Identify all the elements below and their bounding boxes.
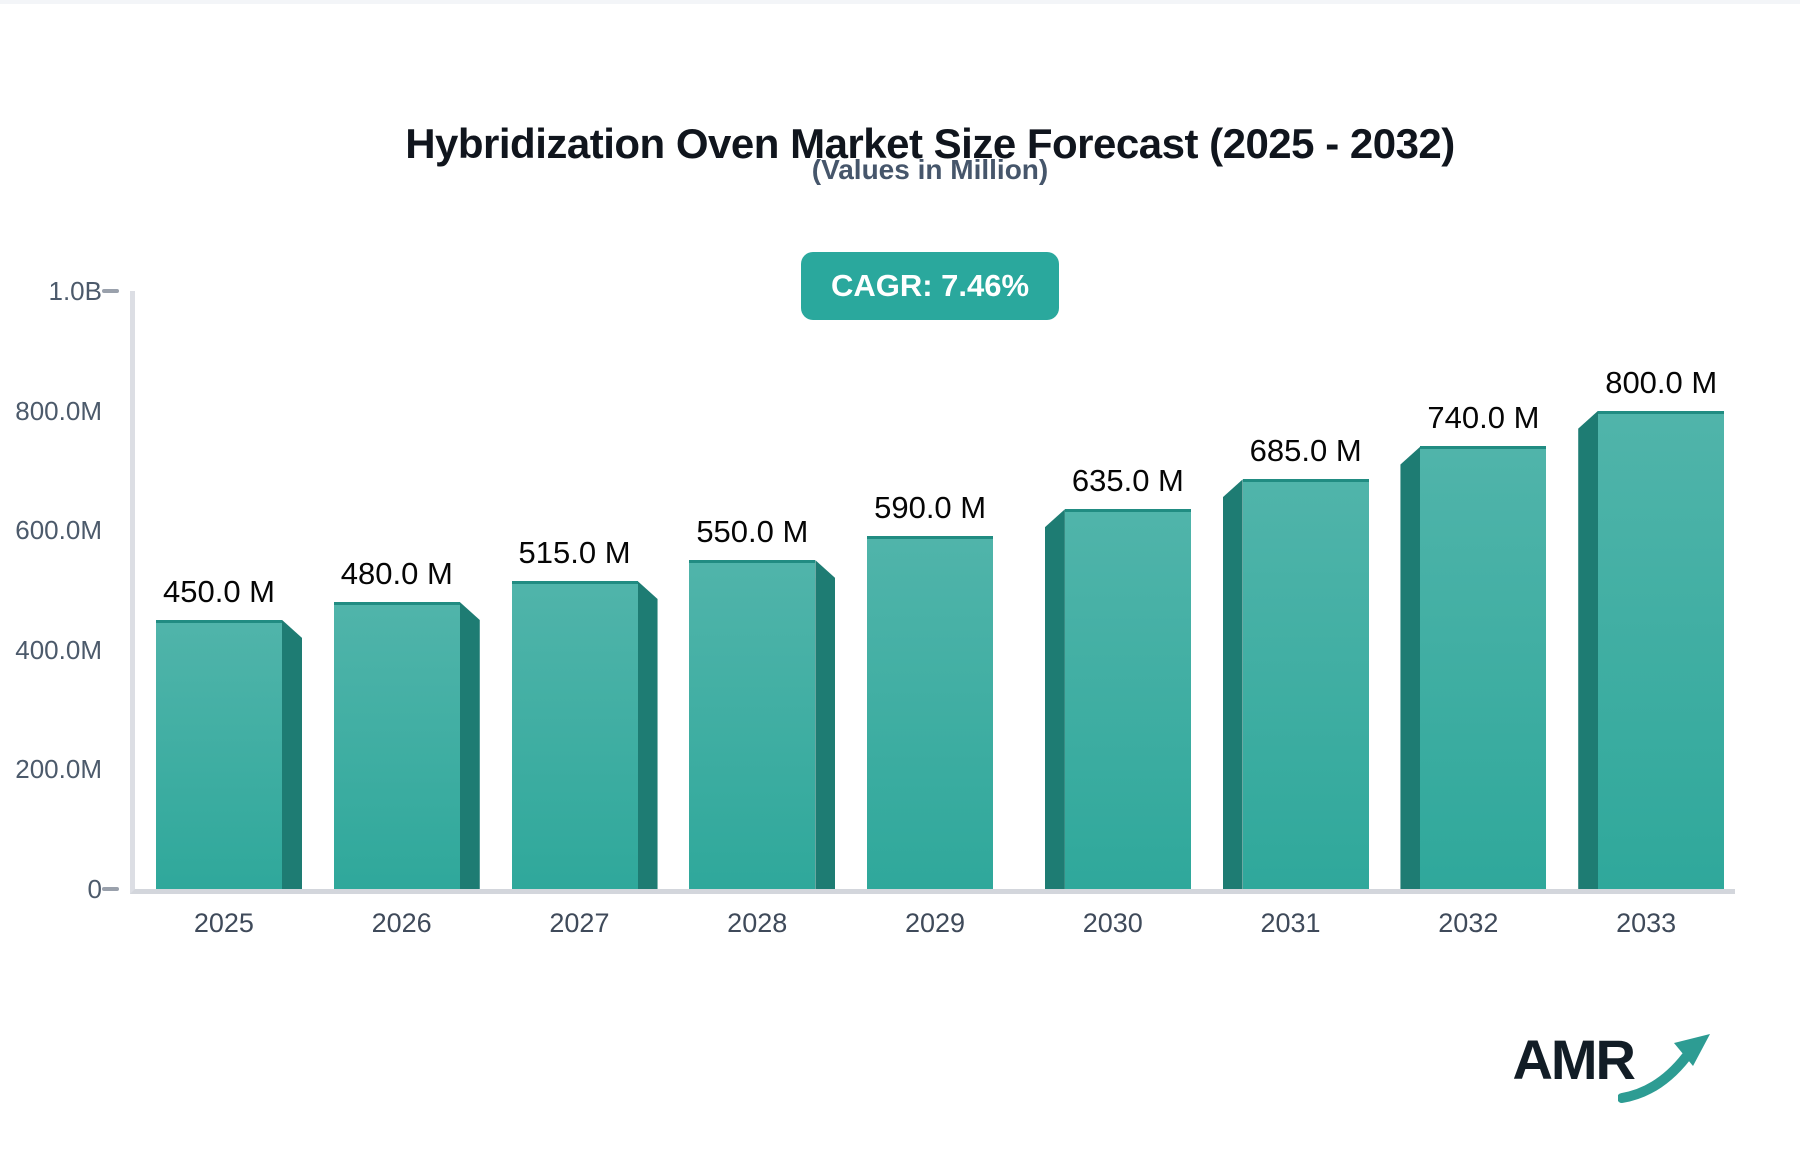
bar-group: 590.0 M 2029: [846, 291, 1024, 938]
bar-3d-side: [282, 619, 302, 889]
bar-group: 685.0 M 2031: [1202, 291, 1380, 938]
y-tick-label: 600.0M: [15, 515, 102, 546]
x-tick-label: 2027: [549, 908, 610, 938]
x-tick-label: 2025: [193, 908, 254, 938]
bar: [511, 581, 638, 889]
bar-chart: 1.0B 800.0M 600.0M 400.0M 200.0M 0 450.0 M 202…: [0, 276, 1800, 971]
chart-title: Hybridization Oven Market Size Forecast …: [405, 120, 1455, 168]
bar-value-label: 550.0 M: [696, 514, 809, 550]
bar: [1420, 446, 1547, 889]
cagr-badge-row: CAGR: 7.46%: [130, 252, 1730, 320]
bar-group: 800.0 M 2033: [1557, 291, 1735, 938]
bar: [1242, 479, 1369, 889]
bar-value-label: 480.0 M: [340, 555, 453, 591]
growth-arrow-icon: [1618, 1034, 1710, 1103]
y-tick-label: 400.0M: [15, 634, 102, 665]
bar: [867, 536, 994, 889]
bar-3d-side: [1400, 446, 1421, 889]
bar: [1598, 410, 1725, 889]
bar-group: 480.0 M 2026: [313, 291, 491, 938]
bar: [156, 619, 282, 889]
x-tick-label: 2028: [727, 908, 788, 938]
chart-subtitle: (Values in Million): [811, 154, 1049, 185]
cagr-badge: CAGR: 7.46%: [800, 252, 1060, 320]
bar-3d-side: [1044, 509, 1065, 889]
bar-3d-side: [459, 601, 480, 889]
bar-group: 550.0 M 2028: [668, 291, 846, 938]
y-tick-label: 200.0M: [15, 754, 102, 785]
bar-group: 635.0 M 2030: [1024, 291, 1202, 938]
bar: [333, 601, 460, 889]
x-tick-label: 2031: [1260, 908, 1321, 938]
bar-value-label: 515.0 M: [518, 535, 631, 571]
bar-group: 515.0 M 2027: [491, 291, 669, 938]
x-tick-label: 2033: [1616, 908, 1677, 938]
x-tick-label: 2029: [904, 908, 966, 938]
bar-value-label: 740.0 M: [1427, 400, 1540, 436]
bar: [1064, 509, 1191, 889]
y-tick-dash: [102, 887, 119, 891]
amr-logo: AMR: [1512, 1030, 1714, 1108]
y-tick-dash: [102, 289, 119, 293]
x-tick-label: 2032: [1438, 908, 1499, 938]
amr-logo-text: AMR: [1512, 1028, 1636, 1091]
bar-3d-side: [1578, 410, 1599, 889]
y-tick-label: 0: [87, 874, 102, 904]
bar-value-label: 450.0 M: [162, 573, 275, 609]
bar: [689, 560, 816, 889]
chart-card: Hybridization Oven Market Size Forecast …: [0, 4, 1800, 1156]
y-tick-label: 800.0M: [15, 395, 102, 426]
x-tick-label: 2030: [1082, 908, 1143, 938]
plot-area: 450.0 M 2025 480.0 M 2026 515.0 M 2027 550.0 M…: [130, 291, 1735, 938]
bar-value-label: 800.0 M: [1605, 364, 1718, 400]
bar-value-label: 635.0 M: [1071, 463, 1184, 499]
bar-value-label: 590.0 M: [874, 490, 987, 526]
bar-group: 740.0 M 2032: [1379, 291, 1557, 938]
y-axis: 1.0B 800.0M 600.0M 400.0M 200.0M 0: [0, 276, 130, 904]
bar-group: 450.0 M 2025: [135, 291, 313, 938]
bar-3d-side: [1222, 479, 1243, 889]
y-tick-label: 1.0B: [48, 276, 103, 306]
x-tick-label: 2026: [371, 908, 432, 938]
bar-3d-side: [815, 560, 836, 889]
bar-3d-side: [637, 581, 658, 889]
bar-value-label: 685.0 M: [1249, 433, 1362, 469]
